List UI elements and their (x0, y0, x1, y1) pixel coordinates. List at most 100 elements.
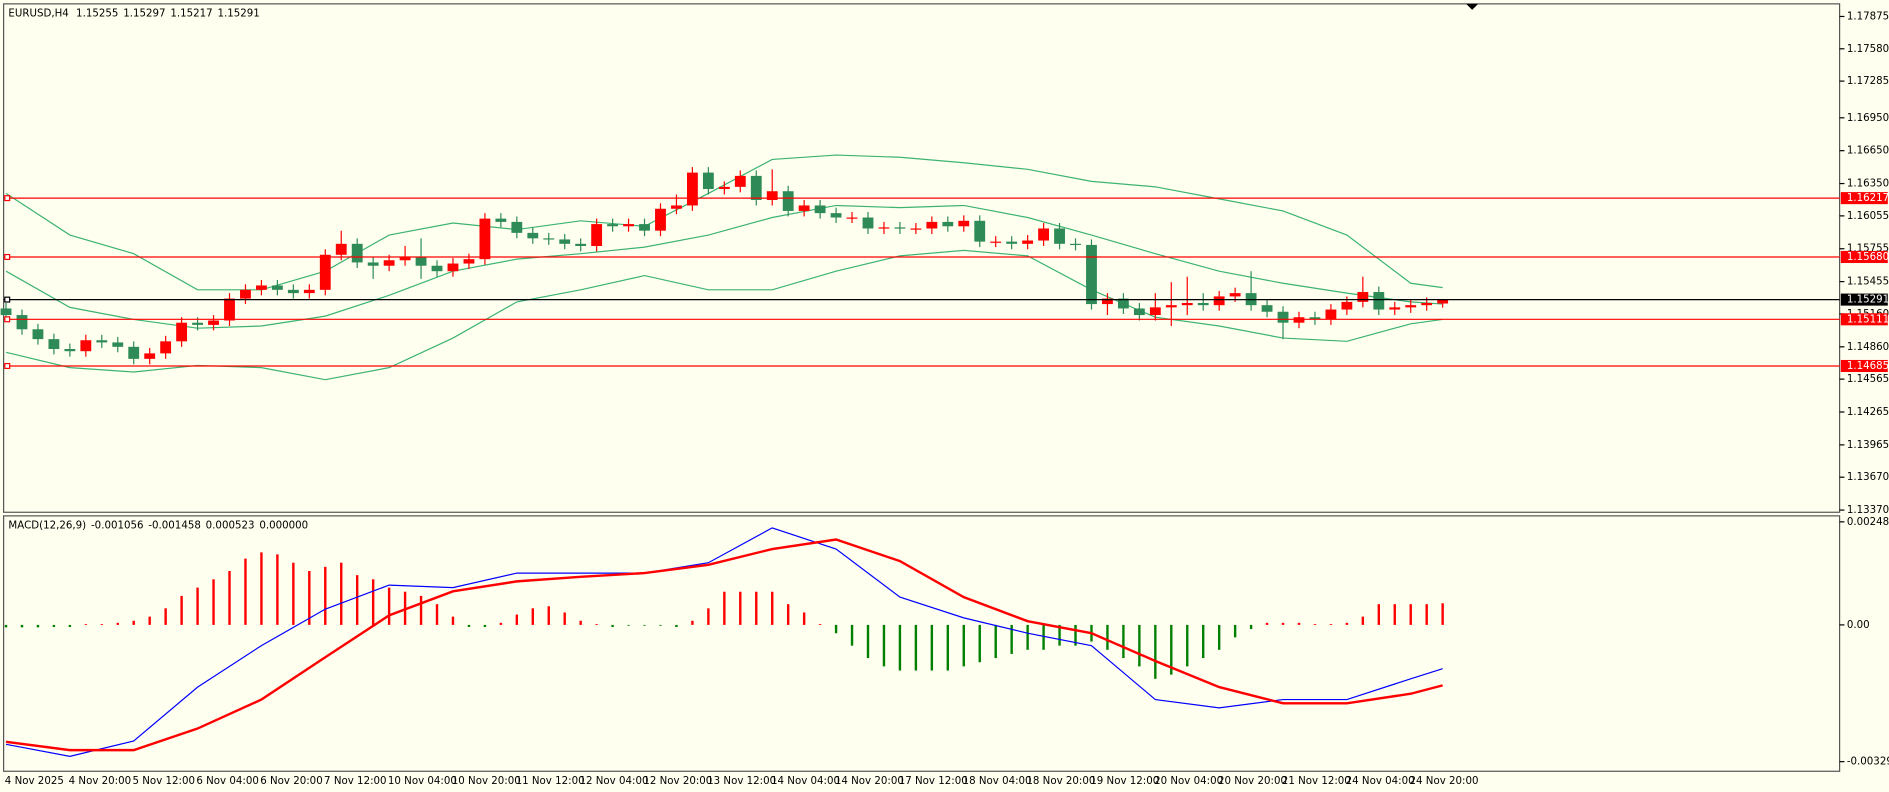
candle-body (176, 322, 188, 342)
x-tick-label: 4 Nov 2025 (5, 775, 64, 787)
candle-body (32, 329, 44, 340)
indicator-line (5, 527, 1443, 757)
indicator-line (5, 249, 1443, 381)
level-line-label-box (1840, 192, 1888, 205)
candle-body (1038, 228, 1050, 241)
candle-body (96, 340, 108, 343)
candle-body (511, 221, 523, 233)
level-line-label: 1.16217 (1847, 192, 1889, 204)
candle-body (750, 175, 762, 200)
candle-body (1325, 309, 1337, 320)
x-tick-label: 12 Nov 20:00 (643, 775, 712, 787)
candle-body (367, 262, 379, 266)
y-tick-label: 1.13670 (1847, 471, 1889, 483)
candle-body (910, 228, 922, 230)
candle-body (1261, 305, 1273, 312)
candle-body (702, 172, 714, 190)
candle-body (1086, 244, 1097, 305)
macd-readout: -0.001056 (91, 520, 144, 532)
close-readout: 1.15291 (218, 8, 260, 20)
last-price-line-label-box (1840, 293, 1888, 306)
candle-body (1357, 292, 1369, 302)
y-tick-label: 1.17580 (1847, 43, 1889, 55)
candle-body (607, 224, 619, 227)
candle-body (80, 340, 92, 352)
level-line-label-box (1840, 250, 1888, 263)
x-tick-label: 17 Nov 12:00 (899, 775, 968, 787)
candle-body (16, 315, 28, 330)
candle-body (1309, 317, 1321, 320)
candle-body (623, 224, 634, 227)
candle-body (894, 227, 906, 229)
candle-body (798, 205, 810, 211)
candle-body (1006, 241, 1018, 244)
candle-body (1117, 298, 1129, 309)
indicator-name: MACD(12,26,9) (8, 520, 86, 532)
x-tick-label: 20 Nov 04:00 (1154, 775, 1223, 787)
candle-body (655, 208, 666, 231)
level-line-label: 1.14685 (1847, 360, 1889, 372)
candle-body (1213, 296, 1225, 306)
level-line-label: 1.15680 (1847, 251, 1889, 263)
candle-body (208, 320, 219, 325)
candle-body (1022, 240, 1034, 244)
candle-body (415, 256, 427, 266)
candle-body (335, 243, 347, 255)
macd-header: MACD(12,26,9) -0.001056 -0.001458 0.000523 0… (8, 520, 308, 532)
candle-body (1405, 305, 1417, 308)
y-tick-label: 1.16650 (1847, 145, 1889, 157)
x-tick-label: 6 Nov 20:00 (260, 775, 323, 787)
candle-body (1373, 292, 1385, 310)
price-header: EURUSD,H4 1.15255 1.15297 1.15217 1.15291 (8, 8, 259, 20)
candle-body (1421, 302, 1433, 306)
candle-body (926, 221, 938, 229)
candle-body (1054, 228, 1065, 244)
candle-body (1229, 293, 1241, 297)
x-tick-label: 24 Nov 04:00 (1346, 775, 1415, 787)
x-tick-label: 11 Nov 12:00 (516, 775, 585, 787)
candle-body (990, 241, 1002, 243)
candle-body (830, 213, 842, 218)
level-line-handle (4, 316, 11, 323)
y-tick-label: -0.003298 (1847, 756, 1889, 768)
candle-body (942, 221, 954, 227)
candle-body (1149, 307, 1161, 316)
candle-body (1165, 305, 1177, 308)
open-readout: 1.15255 (76, 8, 118, 20)
x-tick-label: 10 Nov 20:00 (452, 775, 521, 787)
level-line-handle (4, 362, 11, 369)
level-line-label: 1.15111 (1847, 313, 1889, 325)
extra-readout: 0.000000 (259, 520, 308, 532)
y-tick-label: 1.16055 (1847, 210, 1889, 222)
x-tick-label: 14 Nov 04:00 (771, 775, 840, 787)
candle-body (734, 175, 746, 187)
x-tick-label: 21 Nov 12:00 (1282, 775, 1351, 787)
level-line-handle (4, 253, 11, 260)
signal-readout: -0.001458 (148, 520, 201, 532)
candle-body (686, 172, 698, 206)
candle-body (1437, 299, 1449, 304)
candle-body (1293, 317, 1305, 323)
y-tick-label: 0.002486 (1847, 516, 1889, 528)
x-tick-label: 12 Nov 04:00 (579, 775, 648, 787)
candle-body (559, 239, 571, 244)
candle-body (1133, 308, 1145, 316)
candle-body (1070, 243, 1081, 246)
candle-body (1181, 302, 1193, 306)
y-tick-label: 1.15455 (1847, 276, 1889, 288)
candle-body (224, 298, 235, 321)
candle-body (846, 217, 858, 219)
candle-body (431, 265, 443, 272)
candle-body (399, 256, 411, 261)
last-price-line-handle (4, 296, 11, 303)
candle-body (1389, 307, 1401, 310)
shift-marker (1466, 3, 1479, 10)
candle-body (671, 205, 682, 209)
x-tick-label: 6 Nov 04:00 (196, 775, 258, 787)
level-line-label-box (1840, 359, 1888, 373)
low-readout: 1.15217 (170, 8, 212, 20)
y-tick-label: 1.17875 (1847, 10, 1889, 22)
candle-body (543, 238, 555, 240)
y-tick-label: 1.14565 (1847, 373, 1889, 385)
